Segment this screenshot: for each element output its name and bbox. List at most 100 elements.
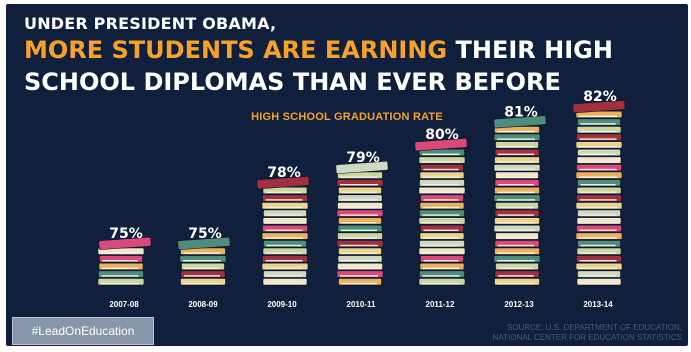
value-label: 79% <box>346 150 380 166</box>
book-pages <box>498 275 534 277</box>
book-pages <box>497 199 535 201</box>
value-label: 78% <box>267 165 301 181</box>
book-pages <box>579 138 617 140</box>
hashtag-badge[interactable]: #LeadOnEducation <box>12 317 154 345</box>
book-pages <box>423 229 459 231</box>
book-pages <box>266 222 302 224</box>
book-pages <box>498 237 534 239</box>
book-pages <box>498 206 534 209</box>
book-pages <box>422 184 460 186</box>
book-pages <box>580 275 616 277</box>
book-pages <box>266 275 302 277</box>
category-label: 2010-11 <box>347 300 376 309</box>
book-pages <box>265 260 303 262</box>
book-pages <box>101 282 139 285</box>
book-pages <box>497 168 535 171</box>
book-pages <box>340 214 378 216</box>
category-label: 2012-13 <box>504 300 534 309</box>
book-pages <box>497 229 535 231</box>
source-line-2: NATIONAL CENTER FOR EDUCATION STATISTICS <box>492 333 682 342</box>
book-pages <box>265 199 303 201</box>
top-book <box>177 236 231 250</box>
book-pages <box>497 222 535 224</box>
book-pages <box>579 199 617 201</box>
book-pages <box>580 191 616 193</box>
category-label: 2008-09 <box>188 300 218 309</box>
book-pages <box>497 138 535 140</box>
book-pages <box>422 191 460 193</box>
top-book <box>572 100 626 114</box>
book-pages <box>580 184 616 186</box>
book-pages <box>579 267 617 269</box>
book-pages <box>265 206 303 209</box>
book-pages <box>102 260 138 262</box>
book-pages <box>101 275 139 277</box>
book-pages <box>183 282 221 285</box>
top-book <box>335 160 389 174</box>
book-pages <box>498 267 534 269</box>
book-pages <box>497 191 535 193</box>
book-pages <box>184 275 220 277</box>
book-pages <box>580 153 616 155</box>
book-pages <box>580 282 616 285</box>
book-pages <box>184 267 220 269</box>
book-pages <box>340 267 378 269</box>
book-pages <box>423 260 459 262</box>
book-pages <box>265 237 303 239</box>
top-book <box>256 176 310 190</box>
bar-stack-2010-11 <box>335 160 389 286</box>
source-note: SOURCE: U.S. DEPARTMENT OF EDUCATION, NA… <box>442 323 682 343</box>
bar-stack-2009-10 <box>256 176 310 286</box>
book-pages <box>265 267 303 269</box>
value-label: 75% <box>109 226 143 242</box>
book-pages <box>498 153 534 155</box>
value-label: 82% <box>583 89 617 105</box>
book-pages <box>497 130 535 133</box>
book-pages <box>423 206 459 209</box>
headline-line-1: UNDER PRESIDENT OBAMA, <box>24 14 277 33</box>
book-pages <box>102 267 138 269</box>
book-pages <box>498 214 534 216</box>
headline-line-2-rest: THEIR HIGH <box>455 36 613 64</box>
headline-highlight: MORE STUDENTS ARE EARNING <box>24 36 448 64</box>
book-pages <box>580 252 616 254</box>
book-pages <box>423 267 459 269</box>
book-pages <box>497 260 535 262</box>
book-pages <box>341 199 377 201</box>
graduation-rate-chart: 75% 2007-08 75% 2008-09 78% 2009-10 79% 2010-11… <box>97 89 626 309</box>
book-pages <box>422 222 460 224</box>
book-pages <box>422 252 460 254</box>
bar-stack-2011-12 <box>414 138 468 286</box>
book-pages <box>265 229 303 231</box>
book-pages <box>341 229 377 231</box>
book-pages <box>183 252 221 254</box>
book-pages <box>579 146 617 148</box>
book-pages <box>266 252 302 254</box>
category-label: 2009-10 <box>267 300 297 309</box>
book-pages <box>341 252 377 254</box>
book-pages <box>498 244 534 247</box>
value-label: 75% <box>188 226 222 242</box>
book-pages <box>579 237 617 239</box>
book-pages <box>579 229 617 231</box>
book-pages <box>580 244 616 247</box>
book-pages <box>580 123 616 125</box>
book-pages <box>423 168 459 171</box>
bar-stack-2007-08 <box>97 236 152 286</box>
bar-stack-2013-14 <box>572 100 626 286</box>
book-pages <box>498 176 534 178</box>
top-book <box>98 236 152 250</box>
book-pages <box>341 282 377 285</box>
book-pages <box>498 146 534 148</box>
source-line-1: SOURCE: U.S. DEPARTMENT OF EDUCATION, <box>507 323 682 332</box>
book-pages <box>422 282 460 285</box>
book-pages <box>580 222 616 224</box>
book-pages <box>340 275 378 277</box>
book-pages <box>422 244 460 247</box>
top-book <box>414 138 468 152</box>
infographic-panel: UNDER PRESIDENT OBAMA, MORE STUDENTS ARE… <box>6 4 688 346</box>
book-pages <box>340 176 378 178</box>
book-pages <box>422 153 460 155</box>
top-book <box>493 115 547 129</box>
